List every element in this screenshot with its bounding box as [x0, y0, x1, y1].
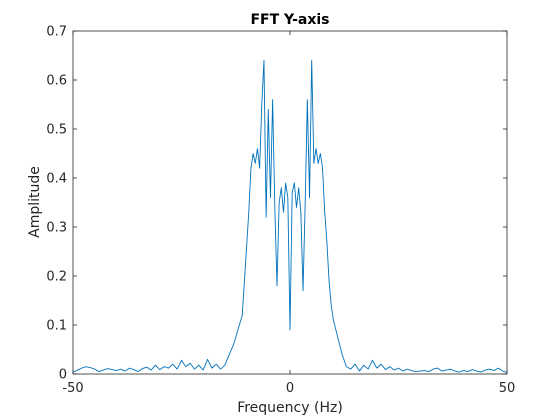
- chart-title: FFT Y-axis: [250, 12, 329, 28]
- y-tick-label: 0.2: [46, 270, 67, 285]
- y-tick-label: 0: [59, 368, 67, 383]
- y-tick-label: 0.5: [46, 123, 67, 138]
- series-line-0: [72, 59, 508, 373]
- y-tick-label: 0.1: [46, 319, 67, 334]
- x-tick-label: 50: [499, 381, 516, 396]
- x-tick-label: 0: [286, 381, 294, 396]
- series-layer: [72, 59, 508, 373]
- y-axis-label: Amplitude: [27, 166, 43, 238]
- x-tick-label: -50: [62, 381, 83, 396]
- y-tick-label: 0.4: [46, 172, 67, 187]
- x-axis-ticks: -50 0 50: [62, 31, 515, 396]
- y-tick-label: 0.7: [46, 25, 67, 40]
- y-tick-label: 0.3: [46, 221, 67, 236]
- y-axis-ticks: 0 0.1 0.2 0.3 0.4 0.5 0.6 0.7: [46, 25, 507, 383]
- y-tick-label: 0.6: [46, 74, 67, 89]
- x-axis-label: Frequency (Hz): [237, 400, 343, 416]
